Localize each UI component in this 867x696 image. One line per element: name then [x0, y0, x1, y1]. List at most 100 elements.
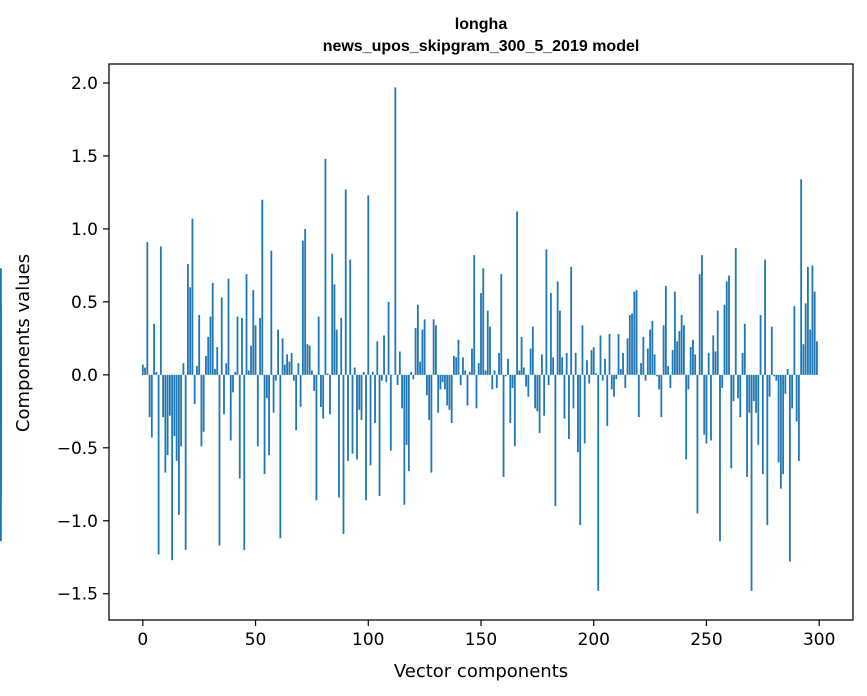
bar	[455, 357, 458, 375]
bar	[707, 352, 710, 375]
bar	[777, 374, 780, 463]
bar	[606, 374, 609, 426]
bar	[0, 374, 2, 402]
bar	[685, 374, 688, 460]
bar	[234, 371, 237, 375]
bar	[728, 275, 730, 375]
bar	[288, 361, 291, 375]
bar	[184, 374, 187, 550]
bar	[561, 357, 564, 375]
bar	[640, 363, 642, 375]
bar	[389, 374, 392, 451]
bar	[171, 374, 174, 561]
bar	[554, 374, 557, 507]
bar	[721, 374, 724, 388]
bar	[324, 158, 327, 375]
bar	[511, 374, 514, 388]
bar	[450, 374, 453, 423]
bar	[547, 374, 550, 386]
bar	[655, 374, 658, 377]
bar	[689, 347, 692, 375]
bar	[599, 335, 602, 375]
bar	[498, 352, 500, 375]
bar	[155, 371, 158, 375]
bar	[683, 325, 685, 375]
bar	[529, 348, 532, 375]
bar	[534, 374, 537, 409]
bar	[518, 370, 521, 375]
bar	[164, 374, 167, 473]
bar	[180, 374, 183, 447]
bar	[243, 374, 246, 550]
bar	[588, 374, 591, 384]
bar	[676, 341, 679, 375]
bar	[446, 374, 449, 406]
y-axis-label: Components values	[13, 254, 34, 432]
bar	[223, 374, 225, 415]
bar	[669, 374, 672, 388]
bar	[374, 374, 376, 423]
bar	[401, 374, 403, 409]
bar	[773, 374, 775, 377]
bar	[725, 281, 728, 375]
bar	[696, 374, 699, 514]
bar	[394, 87, 397, 375]
bar	[308, 345, 311, 375]
bar	[486, 310, 489, 375]
bar	[306, 344, 309, 375]
bar	[617, 333, 620, 375]
bar	[714, 351, 717, 375]
bar	[247, 370, 250, 375]
bar	[290, 352, 293, 375]
bar	[207, 336, 210, 375]
bar	[439, 374, 442, 390]
bar	[250, 345, 252, 375]
bar	[466, 374, 469, 406]
bar	[491, 374, 494, 390]
bar	[651, 320, 654, 375]
bar	[748, 374, 751, 413]
bar	[283, 364, 286, 375]
bar	[613, 374, 615, 397]
bar	[583, 374, 586, 444]
bar	[261, 199, 264, 375]
bar	[516, 211, 518, 375]
bar	[153, 323, 155, 375]
bar	[193, 374, 196, 405]
bar	[279, 374, 282, 539]
x-tick-label: 250	[690, 630, 722, 650]
bar	[662, 325, 665, 375]
bar	[457, 339, 460, 375]
bar	[601, 374, 604, 381]
y-tick-label: 0.0	[71, 366, 98, 386]
bar	[304, 228, 307, 375]
bar	[563, 374, 566, 419]
x-axis-label: Vector components	[394, 661, 568, 682]
bar	[353, 367, 356, 375]
bar	[504, 374, 507, 377]
bar	[604, 358, 606, 375]
bar	[746, 374, 748, 477]
bar	[383, 335, 385, 375]
bar	[766, 374, 769, 526]
bar	[631, 313, 633, 375]
bar	[241, 317, 243, 375]
x-tick-label: 100	[352, 630, 384, 650]
x-axis: 0 50 100 150 200 250 300	[137, 620, 835, 650]
bar	[453, 355, 455, 375]
bar	[671, 350, 674, 375]
bar	[437, 374, 440, 413]
bar	[786, 369, 789, 375]
bar	[538, 374, 541, 434]
bar	[320, 374, 322, 407]
bar	[464, 370, 467, 375]
bar	[610, 374, 613, 390]
bar	[173, 374, 176, 437]
bar	[292, 374, 295, 381]
bar	[268, 374, 270, 456]
bar	[574, 352, 577, 375]
bar	[644, 374, 647, 381]
y-tick-label: 0.5	[71, 293, 98, 313]
bar	[710, 374, 712, 441]
bar	[148, 374, 151, 418]
